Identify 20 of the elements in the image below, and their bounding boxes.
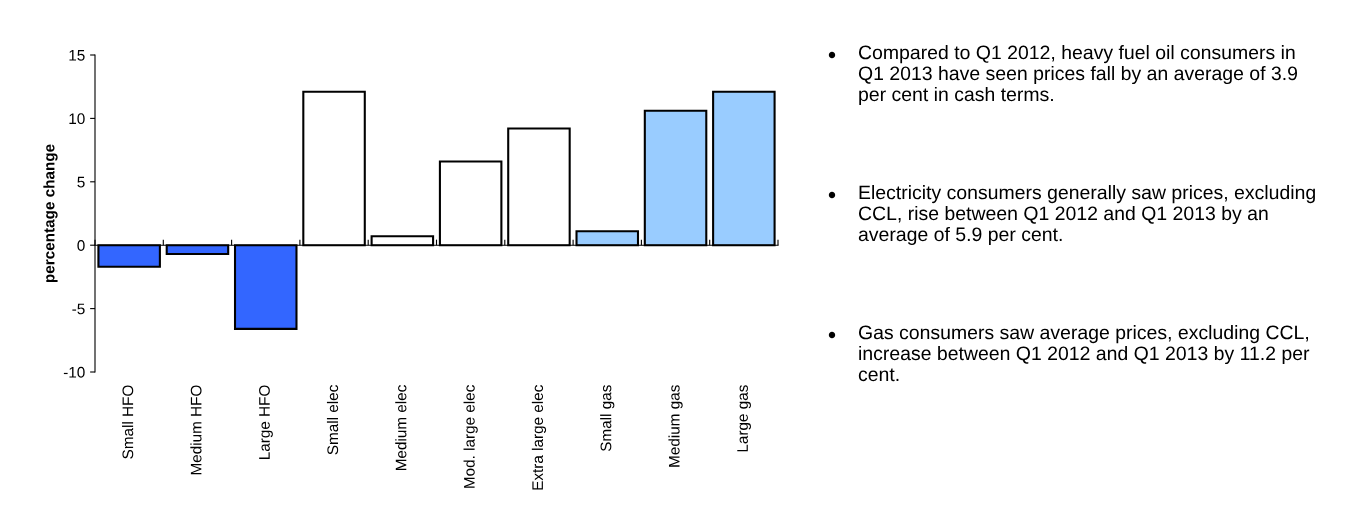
y-tick-label: 5: [77, 176, 85, 188]
x-tick-label: Small elec: [326, 385, 339, 455]
x-tick-label: Medium elec: [395, 385, 407, 471]
y-axis-title: percentage change: [43, 144, 58, 283]
x-tick-label: Small gas: [600, 385, 615, 452]
x-tick-label: Large HFO: [259, 385, 273, 459]
y-tick-label: -10: [63, 366, 85, 378]
text: Electricity consumers generally saw prices, excluding CCL, rise between Q1 2012 and Q1 2013 by an average of 5.9 per cent.: [858, 185, 1315, 246]
y-tick-label: 10: [69, 113, 85, 125]
y-tick-label: -5: [72, 303, 85, 315]
x-tick-label: Medium HFO: [190, 385, 202, 475]
text: Compared to Q1 2012, heavy fuel oil consumers in Q1 2013 have seen prices fall by an average of 3.9 per cent in cash terms.: [858, 45, 1298, 106]
x-tick-label: Medium gas: [668, 385, 683, 467]
y-tick-label: 15: [69, 50, 85, 61]
text: Gas consumers saw average prices, excluding CCL, increase between Q1 2012 and Q1 2013 by 11.2 per cent.: [858, 325, 1310, 382]
x-tick-label: Extra large elec: [531, 385, 547, 490]
x-tick-label: Mod. large elec: [463, 385, 478, 488]
x-tick-label: Large gas: [737, 385, 751, 452]
x-tick-label: Small HFO: [122, 385, 134, 459]
y-tick-label: 0: [77, 240, 85, 251]
